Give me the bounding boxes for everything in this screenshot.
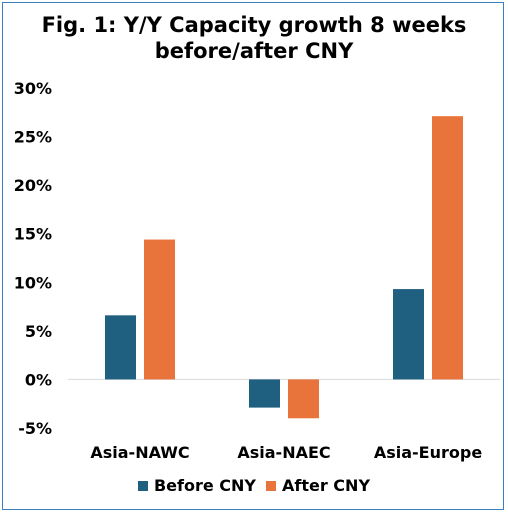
y-tick-label: 10% <box>14 273 52 292</box>
legend-item-before: Before CNY <box>137 476 256 495</box>
bar-after-1 <box>288 379 319 419</box>
y-tick-label: 20% <box>14 176 52 195</box>
y-tick-label: -5% <box>18 419 52 438</box>
bar-after-2 <box>432 116 463 380</box>
bar-before-1 <box>249 379 280 408</box>
chart-title-line-1: Fig. 1: Y/Y Capacity growth 8 weeks <box>41 13 467 37</box>
y-tick-label: 30% <box>14 79 52 98</box>
chart-title-line-2: before/after CNY <box>154 39 354 63</box>
legend-item-after: After CNY <box>266 476 370 495</box>
x-category-label: Asia-NAEC <box>237 443 330 462</box>
x-category-label: Asia-Europe <box>374 443 482 462</box>
bar-after-0 <box>144 239 175 380</box>
y-tick-label: 5% <box>25 322 52 341</box>
legend-label-after: After CNY <box>282 476 371 495</box>
y-tick-label: 0% <box>25 370 52 389</box>
chart-title: Fig. 1: Y/Y Capacity growth 8 weeks befo… <box>0 12 508 64</box>
legend-swatch-before <box>137 480 148 491</box>
legend-label-before: Before CNY <box>153 476 256 495</box>
legend-swatch-after <box>266 480 276 491</box>
chart-frame <box>2 2 504 510</box>
legend: Before CNY After CNY <box>0 476 508 495</box>
y-tick-label: 25% <box>14 128 52 147</box>
y-tick-label: 15% <box>14 225 52 244</box>
bar-before-2 <box>393 289 424 380</box>
x-category-label: Asia-NAWC <box>90 443 189 462</box>
bar-before-0 <box>105 315 136 380</box>
